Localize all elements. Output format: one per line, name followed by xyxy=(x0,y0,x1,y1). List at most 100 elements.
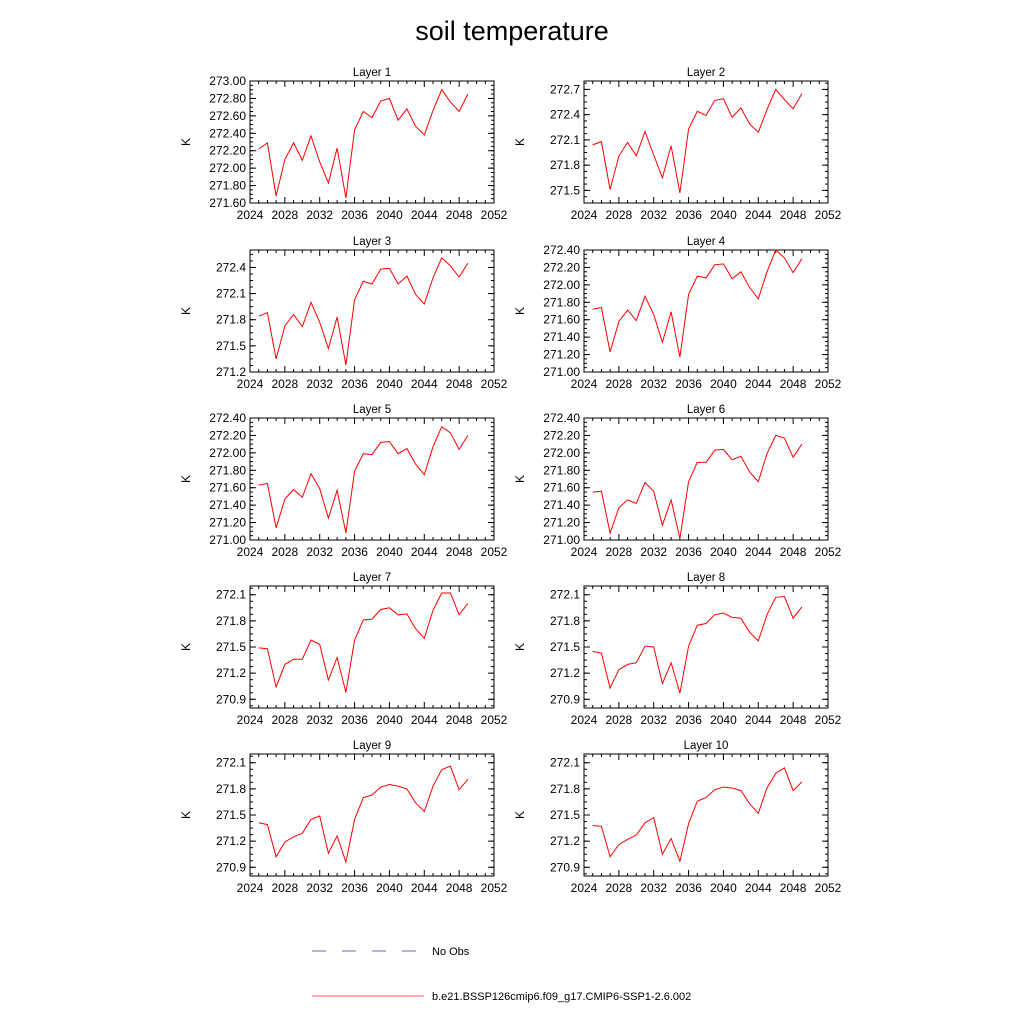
y-tick-label: 270.9 xyxy=(216,860,246,874)
x-tick-label: 2052 xyxy=(815,881,842,895)
y-axis-label: K xyxy=(179,138,193,146)
series-line-model xyxy=(258,88,469,198)
y-tick-label: 272.40 xyxy=(543,243,580,257)
x-tick-label: 2052 xyxy=(815,208,842,222)
x-tick-label: 2028 xyxy=(606,377,633,391)
y-axis-label: K xyxy=(179,307,193,315)
x-tick-label: 2032 xyxy=(306,881,333,895)
x-tick-label: 2032 xyxy=(306,713,333,727)
y-axis-label: K xyxy=(179,643,193,651)
plot-frame xyxy=(583,249,829,373)
series-line-model xyxy=(258,592,469,693)
y-tick-label: 271.80 xyxy=(209,179,246,193)
x-tick-label: 2048 xyxy=(446,881,473,895)
y-tick-label: 271.80 xyxy=(543,295,580,309)
panel-layer-9: Layer 9 K 2024 2028 2032 2036 2040 2044 2048 2052… xyxy=(179,740,508,895)
panel-title: Layer 8 xyxy=(687,572,725,584)
y-tick-label: 272.4 xyxy=(550,108,580,122)
panel-title: Layer 10 xyxy=(684,740,729,752)
y-tick-label: 271.40 xyxy=(543,330,580,344)
x-tick-label: 2036 xyxy=(341,208,368,222)
x-tick-label: 2036 xyxy=(341,545,368,559)
plot-frame xyxy=(583,417,829,541)
x-tick-label: 2024 xyxy=(571,545,598,559)
x-tick-label: 2024 xyxy=(237,713,264,727)
x-tick-label: 2032 xyxy=(640,377,667,391)
y-tick-label: 271.8 xyxy=(550,158,580,172)
y-tick-label: 271.2 xyxy=(216,834,246,848)
x-tick-label: 2040 xyxy=(376,713,403,727)
x-tick-label: 2052 xyxy=(481,545,508,559)
x-tick-label: 2048 xyxy=(446,545,473,559)
x-tick-label: 2044 xyxy=(745,208,772,222)
plot-frame xyxy=(583,753,829,877)
x-tick-label: 2040 xyxy=(710,881,737,895)
panel-layer-1: Layer 1 K 2024 2028 2032 2036 2040 2044 2048 2052… xyxy=(179,67,508,222)
x-tick-label: 2048 xyxy=(780,545,807,559)
series-line-model xyxy=(258,425,469,534)
x-tick-label: 2032 xyxy=(306,377,333,391)
y-tick-label: 272.1 xyxy=(550,133,580,147)
panel-layer-6: Layer 6 K 2024 2028 2032 2036 2040 2044 2048 2052… xyxy=(513,404,842,559)
y-tick-label: 270.9 xyxy=(216,692,246,706)
panel-title: Layer 7 xyxy=(353,572,391,584)
y-tick-label: 272.4 xyxy=(216,260,246,274)
y-axis-label: K xyxy=(513,475,527,483)
series-line-model xyxy=(592,434,803,539)
y-tick-label: 272.00 xyxy=(543,446,580,460)
y-tick-label: 271.2 xyxy=(216,666,246,680)
panel-layer-3: Layer 3 K 2024 2028 2032 2036 2040 2044 2048 2052… xyxy=(179,236,508,391)
x-tick-label: 2028 xyxy=(272,208,299,222)
y-tick-label: 271.8 xyxy=(216,614,246,628)
y-tick-label: 271.2 xyxy=(550,834,580,848)
y-tick-label: 272.20 xyxy=(209,144,246,158)
x-tick-label: 2036 xyxy=(341,377,368,391)
x-tick-label: 2024 xyxy=(571,713,598,727)
y-tick-label: 271.00 xyxy=(543,533,580,547)
x-tick-label: 2048 xyxy=(780,713,807,727)
plot-frame xyxy=(249,585,495,709)
y-tick-label: 272.20 xyxy=(543,428,580,442)
x-tick-label: 2052 xyxy=(481,881,508,895)
y-tick-label: 271.40 xyxy=(209,498,246,512)
x-tick-label: 2040 xyxy=(376,545,403,559)
y-tick-label: 271.5 xyxy=(216,640,246,654)
x-tick-label: 2032 xyxy=(306,208,333,222)
y-tick-label: 271.5 xyxy=(216,808,246,822)
y-tick-label: 272.20 xyxy=(209,428,246,442)
x-tick-label: 2044 xyxy=(411,881,438,895)
y-tick-label: 271.20 xyxy=(543,516,580,530)
x-tick-label: 2040 xyxy=(376,377,403,391)
y-tick-label: 271.8 xyxy=(216,782,246,796)
x-tick-label: 2024 xyxy=(571,881,598,895)
y-tick-label: 272.40 xyxy=(543,411,580,425)
y-tick-label: 272.7 xyxy=(550,82,580,96)
y-tick-label: 271.2 xyxy=(216,365,246,379)
y-tick-label: 272.60 xyxy=(209,109,246,123)
y-tick-label: 271.40 xyxy=(543,498,580,512)
panel-layer-5: Layer 5 K 2024 2028 2032 2036 2040 2044 2048 2052… xyxy=(179,404,508,559)
x-tick-label: 2048 xyxy=(780,377,807,391)
x-tick-label: 2036 xyxy=(675,377,702,391)
y-axis-label: K xyxy=(513,643,527,651)
y-tick-label: 272.1 xyxy=(216,756,246,770)
x-tick-label: 2028 xyxy=(272,881,299,895)
x-tick-label: 2052 xyxy=(815,377,842,391)
x-tick-label: 2032 xyxy=(640,208,667,222)
x-tick-label: 2028 xyxy=(606,545,633,559)
y-tick-label: 271.60 xyxy=(209,481,246,495)
x-tick-label: 2036 xyxy=(341,881,368,895)
x-tick-label: 2024 xyxy=(237,881,264,895)
panel-title: Layer 5 xyxy=(353,404,391,416)
x-tick-label: 2052 xyxy=(481,208,508,222)
x-tick-label: 2036 xyxy=(341,713,368,727)
x-tick-label: 2032 xyxy=(640,881,667,895)
x-tick-label: 2024 xyxy=(237,377,264,391)
series-line-model xyxy=(592,595,803,694)
y-tick-label: 271.60 xyxy=(543,481,580,495)
plot-frame xyxy=(249,753,495,877)
legend-model-label: b.e21.BSSP126cmip6.f09_g17.CMIP6-SSP1-2.… xyxy=(432,991,691,1003)
x-tick-label: 2048 xyxy=(780,208,807,222)
x-tick-label: 2044 xyxy=(745,713,772,727)
